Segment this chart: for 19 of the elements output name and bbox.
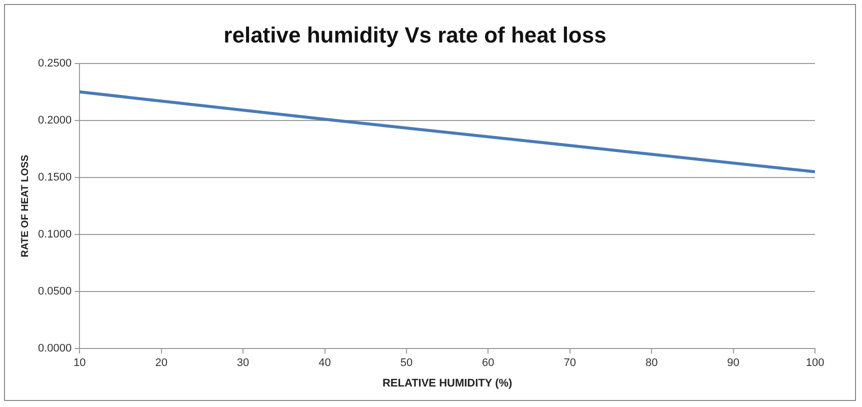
x-tick-label: 30 bbox=[236, 357, 250, 370]
x-tick-label: 100 bbox=[806, 357, 824, 370]
y-tick-label: 0.0000 bbox=[38, 342, 72, 355]
x-tick-label: 40 bbox=[318, 357, 331, 370]
y-tick-label: 0.1500 bbox=[38, 172, 72, 184]
y-tick-label: 0.1000 bbox=[38, 228, 72, 241]
x-tick-label: 60 bbox=[482, 357, 494, 370]
x-tick-label: 50 bbox=[400, 357, 413, 370]
y-axis-title: RATE OF HEAT LOSS bbox=[20, 154, 31, 258]
y-tick-label: 0.2000 bbox=[38, 114, 72, 126]
y-tick-label: 0.0500 bbox=[38, 286, 72, 298]
x-tick-label: 10 bbox=[74, 357, 86, 370]
x-tick-label: 80 bbox=[645, 357, 658, 370]
y-tick-label: 0.2500 bbox=[38, 57, 72, 70]
chart-title: relative humidity Vs rate of heat loss bbox=[224, 22, 606, 48]
x-tick-label: 20 bbox=[155, 357, 168, 370]
x-tick-label: 70 bbox=[564, 357, 576, 370]
x-axis-title: RELATIVE HUMIDITY (%) bbox=[382, 377, 513, 390]
x-tick-label: 90 bbox=[727, 357, 740, 370]
